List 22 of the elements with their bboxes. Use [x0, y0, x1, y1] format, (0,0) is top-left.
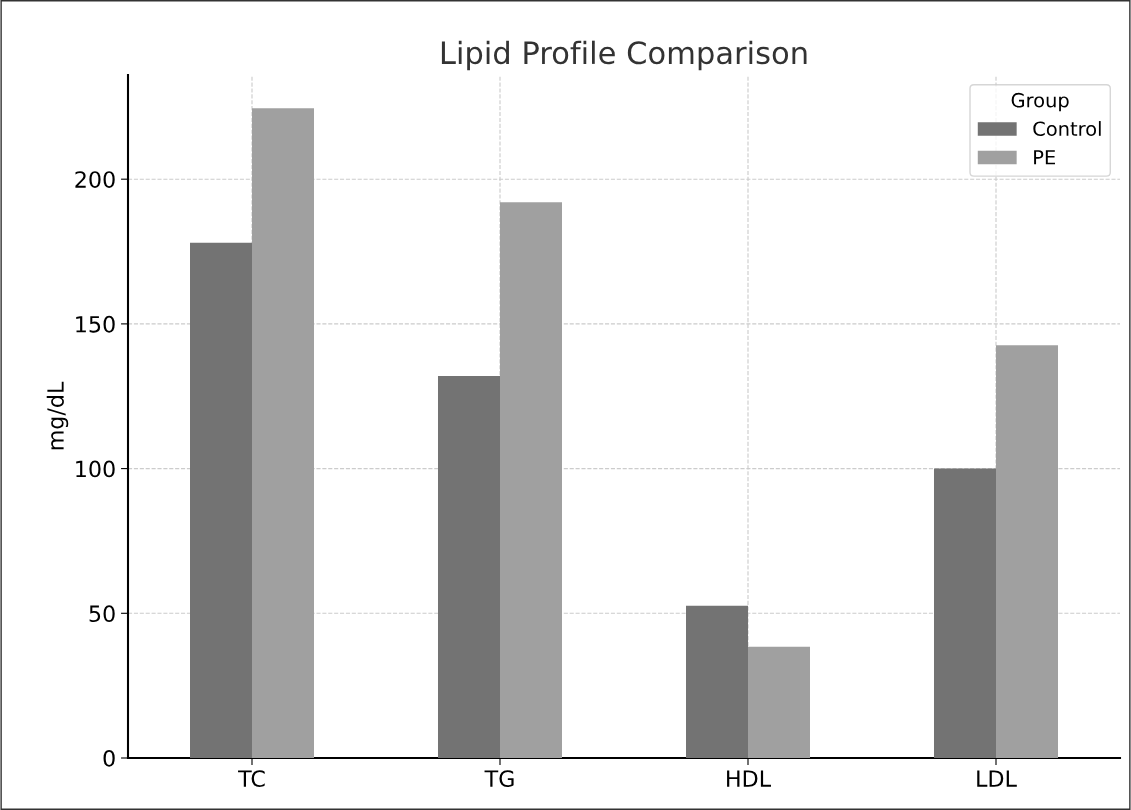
y-tick-label: 150	[76, 315, 115, 333]
y-tick-label: 50	[89, 605, 115, 623]
legend-label: PE	[1034, 150, 1055, 165]
bar	[996, 345, 1058, 758]
x-tick-label: TG	[484, 770, 514, 788]
legend-title: Group	[1011, 92, 1069, 112]
bar	[748, 646, 810, 758]
bar	[438, 375, 500, 758]
x-tick-label: HDL	[727, 770, 771, 787]
bar	[500, 202, 562, 758]
bar	[252, 108, 314, 758]
x-tick-label: TC	[238, 770, 265, 788]
y-tick-label: 0	[103, 749, 115, 767]
bar	[686, 605, 748, 758]
bar	[934, 468, 996, 758]
bar	[190, 242, 252, 758]
y-tick-label: 100	[76, 460, 115, 478]
x-tick-label: LDL	[977, 770, 1017, 787]
legend-label: Control	[1033, 121, 1101, 137]
chart-title: Lipid Profile Comparison	[441, 40, 807, 71]
y-tick-label: 200	[75, 171, 115, 188]
y-axis-title: mg/dL	[46, 381, 69, 450]
